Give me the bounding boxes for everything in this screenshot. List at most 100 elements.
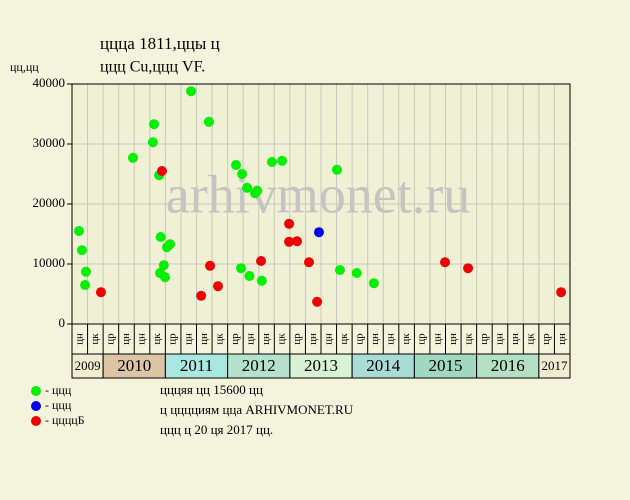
- point: [242, 182, 253, 193]
- point: [156, 166, 167, 176]
- point: [284, 236, 295, 247]
- point: [351, 268, 362, 278]
- point: [147, 137, 158, 148]
- point: [284, 218, 295, 229]
- watermark: arhivmonet.ru: [166, 164, 470, 224]
- point: [312, 296, 323, 307]
- x-tick-label: цн: [245, 333, 257, 345]
- year-box: [164, 353, 229, 379]
- x-tick-label: цр: [478, 333, 490, 345]
- x-tick-label: цк: [400, 333, 412, 345]
- x-tick-label: цр: [104, 333, 116, 345]
- x-tick-label: цн: [431, 333, 443, 345]
- y-tick-label: 30000: [33, 135, 66, 150]
- point: [266, 157, 277, 167]
- legend-marker: [31, 416, 41, 426]
- legend-marker: [31, 386, 41, 396]
- note: ц цццциям цца ARHIVMONET.RU: [160, 402, 354, 417]
- legend-label: - ццццБ: [45, 413, 85, 427]
- x-tick-label: цн: [198, 333, 210, 345]
- x-tick-label: цн: [556, 333, 568, 345]
- point: [256, 256, 267, 266]
- point: [236, 263, 247, 274]
- legend-marker: [31, 401, 41, 411]
- chart-title: ццца 1811,ццы ц: [100, 34, 220, 53]
- x-tick-label: цк: [276, 333, 288, 345]
- x-tick-label: цн: [494, 333, 506, 345]
- point: [203, 116, 214, 127]
- x-tick-label: цн: [369, 333, 381, 345]
- point: [149, 119, 160, 130]
- year-label: 2012: [242, 356, 276, 375]
- x-tick-label: цн: [73, 333, 85, 345]
- x-tick-label: цк: [462, 333, 474, 345]
- point: [368, 278, 379, 289]
- point: [304, 257, 315, 268]
- year-box: [289, 353, 353, 379]
- year-label: 2009: [75, 358, 101, 373]
- point: [334, 265, 345, 275]
- point: [332, 164, 343, 175]
- note: ццц ц 20 ця 2017 цц.: [160, 422, 273, 437]
- y-axis-label: цц,цц: [10, 60, 39, 74]
- y-tick-label: 20000: [33, 195, 66, 210]
- point: [205, 260, 216, 271]
- x-tick-label: цн: [260, 333, 272, 345]
- point: [440, 257, 451, 268]
- point: [292, 236, 303, 247]
- point: [244, 271, 255, 281]
- year-box: [538, 353, 571, 379]
- x-tick-label: цн: [120, 333, 132, 345]
- point: [155, 232, 166, 242]
- legend-label: - ццц: [45, 383, 72, 397]
- year-label: 2017: [541, 358, 568, 373]
- x-tick-label: цк: [338, 333, 350, 345]
- point: [76, 245, 87, 256]
- year-box: [351, 353, 415, 379]
- x-tick-label: цр: [167, 333, 179, 345]
- point: [237, 169, 248, 179]
- x-tick-label: цк: [89, 333, 101, 345]
- year-box: [413, 353, 478, 379]
- year-label: 2011: [180, 356, 213, 375]
- point: [277, 155, 288, 166]
- x-tick-label: цр: [353, 333, 365, 345]
- x-tick-label: цн: [385, 333, 397, 345]
- point: [256, 275, 267, 286]
- x-tick-label: цн: [509, 333, 521, 345]
- point: [231, 160, 242, 170]
- point: [81, 266, 92, 277]
- x-tick-label: цр: [291, 333, 303, 345]
- year-label: 2010: [117, 356, 151, 375]
- y-tick-label: 0: [59, 315, 66, 330]
- legend-label: - ццц: [45, 398, 72, 412]
- x-tick-label: цк: [213, 333, 225, 345]
- point: [165, 239, 176, 250]
- point: [196, 290, 207, 301]
- chart-subtitle: ццц Cu,ццц VF.: [100, 59, 205, 76]
- point: [80, 280, 91, 290]
- x-tick-label: цр: [416, 333, 428, 345]
- x-tick-label: цр: [540, 333, 552, 345]
- year-label: 2016: [491, 356, 525, 375]
- y-tick-label: 40000: [33, 75, 66, 90]
- point: [160, 272, 171, 283]
- x-tick-label: цн: [447, 333, 459, 345]
- year-box: [227, 353, 291, 379]
- x-tick-label: цр: [229, 333, 241, 345]
- point: [556, 287, 567, 298]
- x-tick-label: цн: [322, 333, 334, 345]
- point: [128, 152, 139, 163]
- x-tick-label: цн: [182, 333, 194, 345]
- year-label: 2015: [429, 356, 463, 375]
- point: [252, 185, 263, 196]
- point: [463, 263, 474, 274]
- point: [74, 226, 85, 236]
- year-label: 2013: [304, 356, 338, 375]
- point: [313, 227, 324, 238]
- x-tick-label: цн: [307, 333, 319, 345]
- point: [158, 260, 169, 271]
- x-tick-label: цк: [151, 333, 163, 345]
- year-label: 2014: [366, 356, 401, 375]
